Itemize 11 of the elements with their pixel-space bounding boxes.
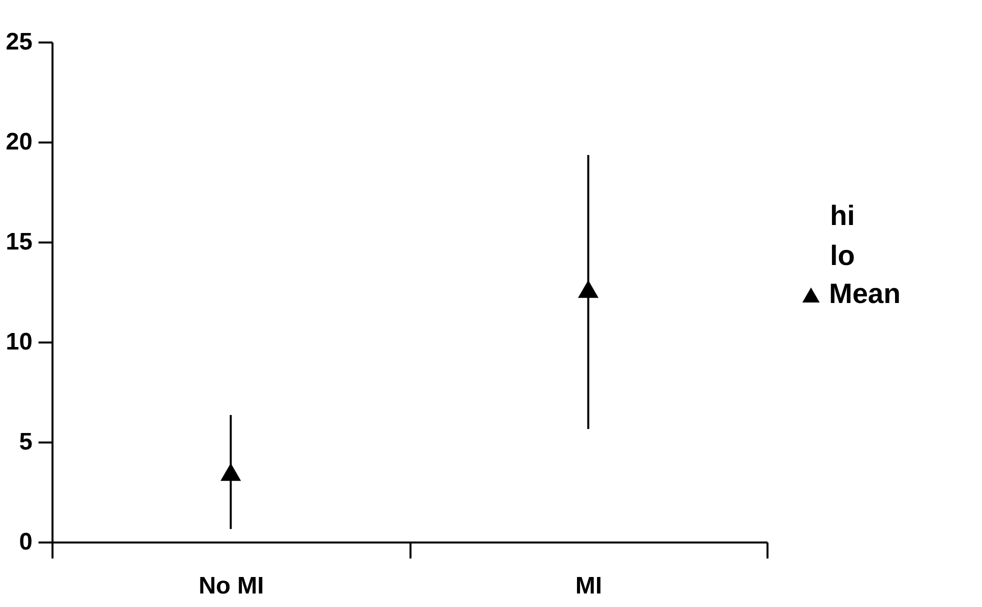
legend-label: Mean — [829, 278, 901, 309]
y-tick-label: 15 — [6, 228, 32, 256]
y-tick-label: 25 — [6, 28, 32, 56]
text: hi — [830, 200, 855, 231]
x-tick-label: No MI — [198, 572, 264, 600]
x-tick-label: MI — [575, 572, 602, 600]
y-tick-label: 10 — [6, 328, 32, 356]
text: lo — [830, 240, 855, 271]
y-tick-label: 0 — [19, 528, 32, 556]
y-tick-label: 20 — [6, 128, 32, 156]
y-tick-label: 5 — [19, 428, 32, 456]
